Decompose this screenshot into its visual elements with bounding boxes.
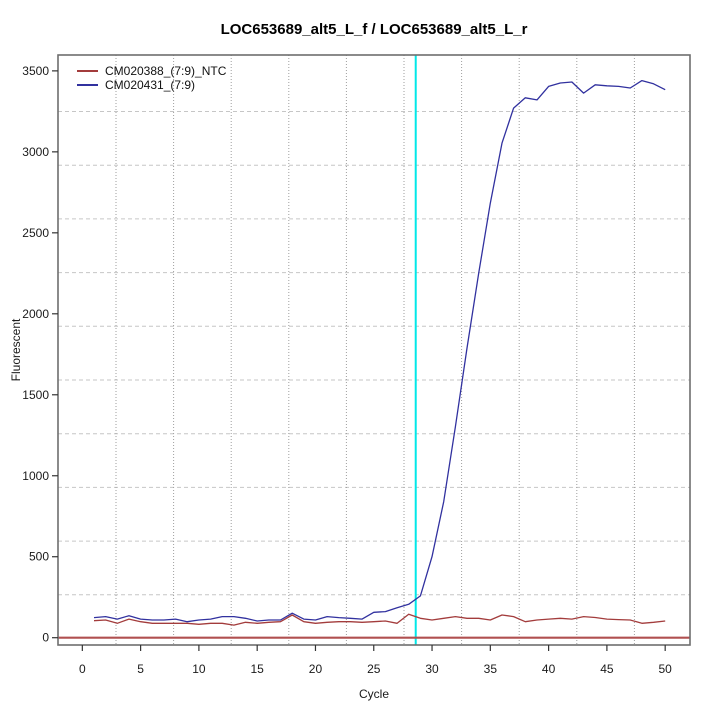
x-tick-label: 5: [137, 662, 144, 676]
y-tick-label: 1500: [22, 388, 49, 402]
y-tick-label: 1000: [22, 469, 49, 483]
chart-title: LOC653689_alt5_L_f / LOC653689_alt5_L_r: [220, 21, 528, 38]
y-tick-label: 500: [29, 550, 49, 564]
x-tick-label: 25: [367, 662, 381, 676]
y-tick-label: 0: [42, 631, 49, 645]
x-axis-title: Cycle: [358, 687, 389, 701]
legend-entry-ntc: CM020388_(7:9)_NTC: [77, 64, 226, 78]
y-axis-title: Fluorescent: [9, 318, 23, 382]
y-tick-label: 3500: [22, 64, 49, 78]
legend-label-ntc: CM020388_(7:9)_NTC: [105, 64, 227, 78]
legend-entry-sample: CM020431_(7:9): [77, 78, 226, 92]
legend-line-sample: [77, 84, 98, 86]
x-tick-label: 15: [251, 662, 265, 676]
series-line-ntc: [93, 613, 666, 626]
x-tick-label: 50: [659, 662, 673, 676]
x-tick-label: 35: [484, 662, 498, 676]
x-tick-label: 0: [79, 662, 86, 676]
x-tick-label: 10: [192, 662, 206, 676]
x-tick-label: 45: [600, 662, 614, 676]
legend: CM020388_(7:9)_NTC CM020431_(7:9): [77, 64, 226, 92]
plot-border: [57, 54, 691, 646]
x-axis: 0 5 10 15 20 25 30 35 40 45 50: [79, 645, 672, 676]
legend-label-sample: CM020431_(7:9): [105, 78, 196, 92]
y-axis: 0 500 1000 1500 2000 2500 3000 3500: [22, 64, 58, 645]
y-tick-label: 2000: [22, 307, 49, 321]
y-tick-label: 2500: [22, 226, 49, 240]
x-tick-label: 30: [425, 662, 439, 676]
x-tick-label: 20: [309, 662, 323, 676]
legend-line-ntc: [77, 70, 98, 72]
x-tick-label: 40: [542, 662, 556, 676]
y-tick-label: 3000: [22, 145, 49, 159]
gridlines: [58, 55, 690, 645]
series-line-sample: [93, 79, 666, 623]
